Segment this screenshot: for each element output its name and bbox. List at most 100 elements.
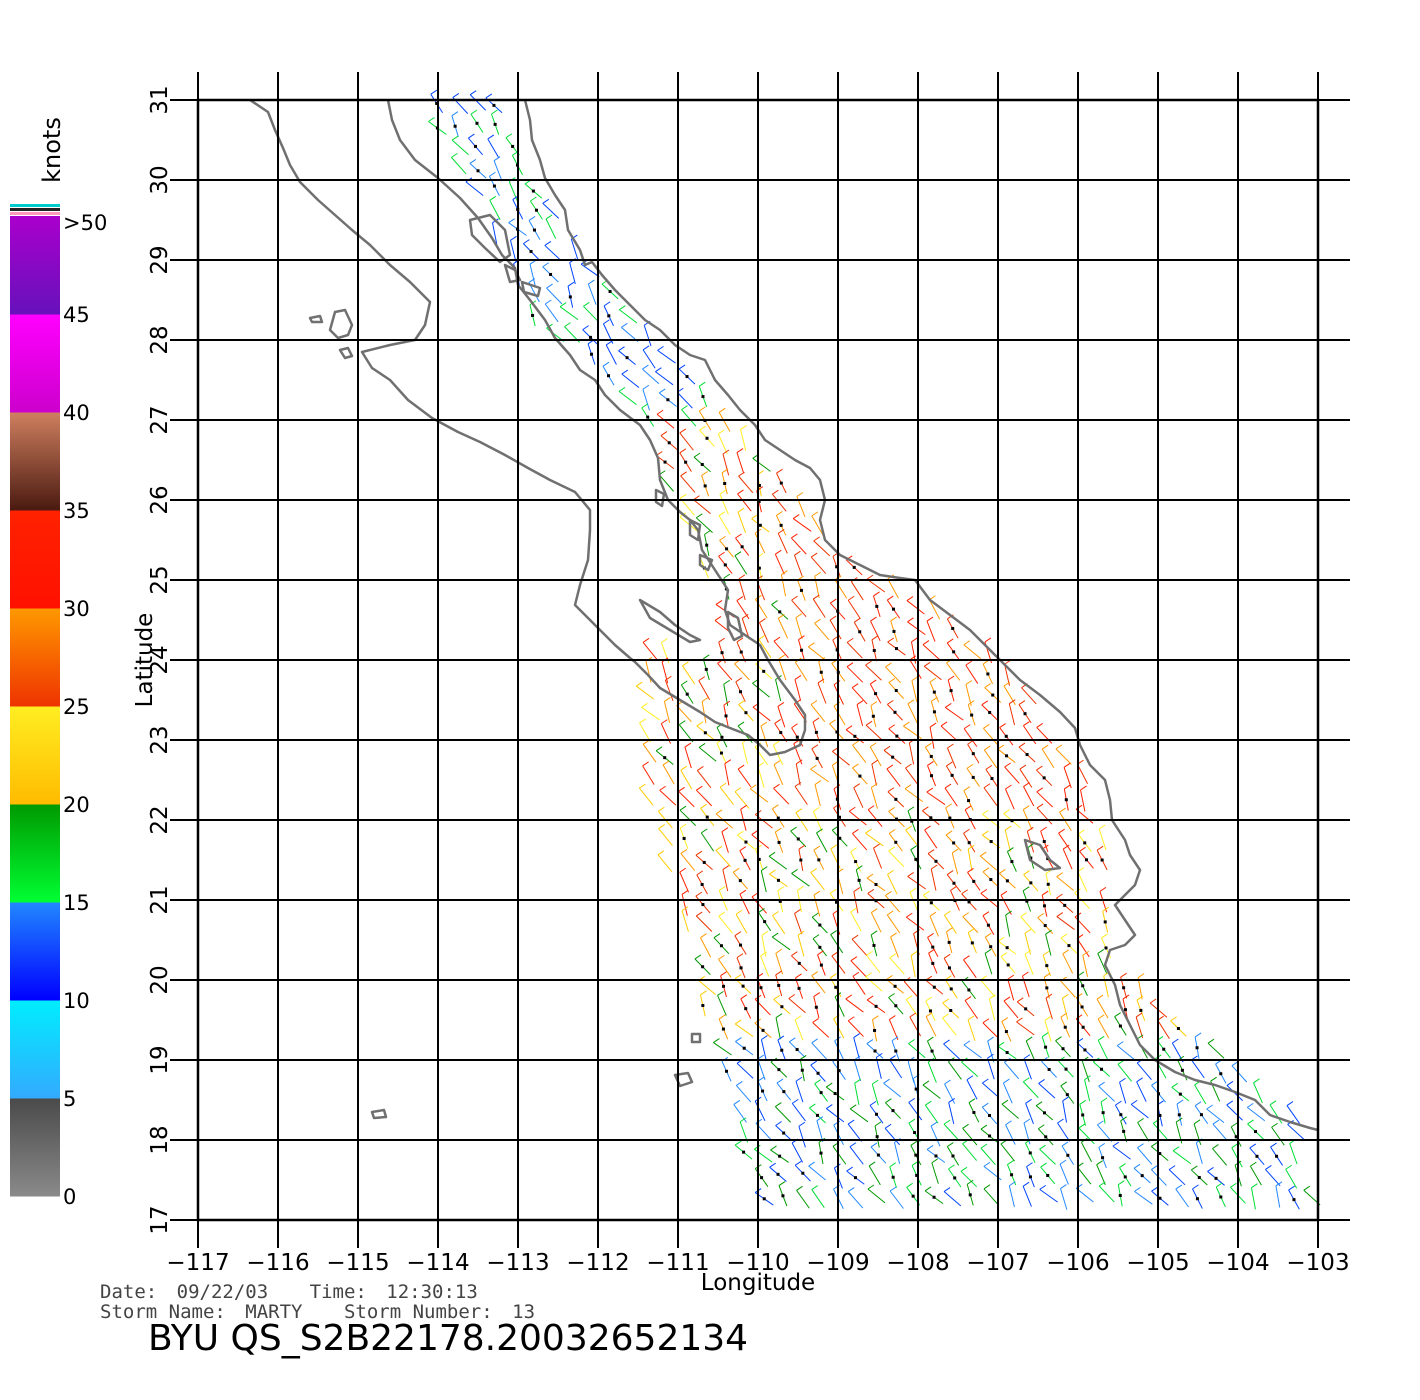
wind-barb-flag: [681, 680, 688, 686]
wind-barb: [905, 767, 920, 786]
wind-barb-flag: [964, 805, 972, 811]
wind-barb-flag: [777, 702, 785, 707]
wind-barb-flag: [796, 1185, 803, 1191]
storm-name-label: Storm Name:: [100, 1301, 226, 1323]
wind-barb-flag: [1062, 844, 1070, 850]
wind-barb: [758, 622, 769, 643]
wind-barb: [544, 245, 562, 261]
wind-barb: [865, 976, 883, 992]
wind-barb-flag: [922, 640, 930, 646]
wind-barb: [774, 1106, 792, 1123]
wind-barb-flag: [760, 721, 768, 727]
wind-barb-flag: [794, 550, 801, 556]
wind-barb-flag: [812, 1018, 819, 1023]
wind-barb-flag: [1027, 826, 1034, 832]
wind-barb: [1137, 1147, 1153, 1165]
wind-barb-flag: [1040, 826, 1047, 832]
wind-barb-dot: [814, 1005, 818, 1009]
wind-barb: [734, 791, 750, 809]
wind-barb-flag: [759, 618, 766, 624]
wind-barb-dot: [1197, 1175, 1201, 1179]
storm-number-value: 13: [512, 1301, 535, 1323]
wind-barb-dot: [1005, 754, 1009, 758]
wind-barb: [656, 413, 675, 429]
wind-barb-flag: [713, 1038, 720, 1043]
wind-barb: [907, 703, 919, 724]
wind-barb-flag: [1149, 998, 1157, 1004]
wind-barb: [948, 1102, 955, 1124]
wind-barb-flag: [907, 806, 915, 812]
wind-barb: [791, 1142, 804, 1163]
wind-barb-flag: [1078, 1123, 1086, 1129]
wind-barb-flag: [1098, 824, 1106, 830]
wind-barb-flag: [1009, 699, 1016, 705]
wind-barb: [642, 642, 658, 660]
wind-barb-dot: [705, 436, 709, 440]
wind-barb-flag: [795, 973, 802, 979]
wind-barb-flag: [740, 804, 747, 810]
wind-barb-flag: [816, 828, 823, 834]
wind-barb: [775, 1017, 781, 1040]
wind-barb-flag: [618, 346, 625, 352]
isla-angel-de-la-guarda: [503, 263, 522, 284]
wind-barb-flag: [872, 1015, 879, 1021]
wind-barb-dot: [1029, 856, 1033, 860]
wind-barb-flag: [1133, 1163, 1141, 1169]
wind-barb-flag: [679, 428, 687, 434]
wind-barb-flag: [1001, 1017, 1009, 1022]
wind-barb-flag: [678, 786, 685, 792]
wind-barb-flag: [680, 823, 687, 829]
wind-barb-flag: [775, 549, 782, 555]
wind-barb-dot: [453, 124, 457, 128]
wind-barb-flag: [583, 301, 590, 307]
wind-barb-flag: [1055, 744, 1063, 750]
wind-barb-flag: [808, 1161, 815, 1167]
wind-barb-flag: [1036, 787, 1044, 793]
wind-barb-flag: [732, 867, 740, 873]
wind-barb-flag: [906, 1182, 913, 1188]
wind-barb-flag: [658, 824, 665, 830]
wind-barb-flag: [966, 1179, 974, 1185]
wind-barb: [851, 938, 868, 956]
wind-barb: [1039, 1148, 1056, 1165]
wind-barb: [1005, 1124, 1016, 1145]
wind-barb-flag: [872, 1079, 879, 1085]
wind-barb-dot: [967, 988, 971, 992]
wind-barb-flag: [833, 701, 841, 707]
wind-barb: [1112, 1145, 1131, 1160]
wind-barb: [681, 894, 688, 916]
lon-tick-label: −116: [246, 1250, 309, 1276]
wind-barb: [798, 1126, 806, 1148]
wind-barb-flag: [734, 974, 742, 979]
wind-barb-flag: [491, 109, 498, 115]
wind-barb: [1135, 1016, 1144, 1039]
wind-barb-flag: [1007, 847, 1014, 852]
wind-barb: [944, 1083, 956, 1104]
wind-barb-flag: [847, 1119, 855, 1125]
wind-barb-flag: [771, 932, 779, 938]
wind-barb-dot: [721, 1027, 725, 1031]
wind-barb-flag: [889, 1186, 897, 1192]
wind-barb-dot: [819, 1151, 823, 1155]
wind-barb-flag: [737, 507, 745, 513]
wind-barb-dot: [720, 735, 724, 739]
wind-barb-dot: [684, 460, 688, 464]
wind-barb: [1171, 1042, 1184, 1063]
wind-barb-flag: [1172, 1038, 1179, 1044]
wind-barb: [1084, 1079, 1091, 1102]
wind-barb-flag: [833, 784, 841, 790]
wind-barb-flag: [1003, 1078, 1010, 1084]
wind-barb-flag: [963, 724, 971, 730]
wind-barb: [963, 1044, 982, 1059]
wind-barb-dot: [951, 1154, 955, 1158]
wind-barb-flag: [1096, 994, 1104, 1000]
wind-barb-flag: [890, 616, 898, 622]
wind-barb-flag: [700, 933, 707, 939]
wind-barb-flag: [847, 595, 855, 601]
wind-barb-dot: [777, 840, 781, 844]
wind-barb-flag: [781, 570, 788, 575]
wind-barb: [960, 1170, 978, 1188]
colorbar-band: [10, 804, 60, 903]
wind-barb-flag: [1098, 1181, 1106, 1187]
wind-barb-flag: [850, 847, 857, 853]
